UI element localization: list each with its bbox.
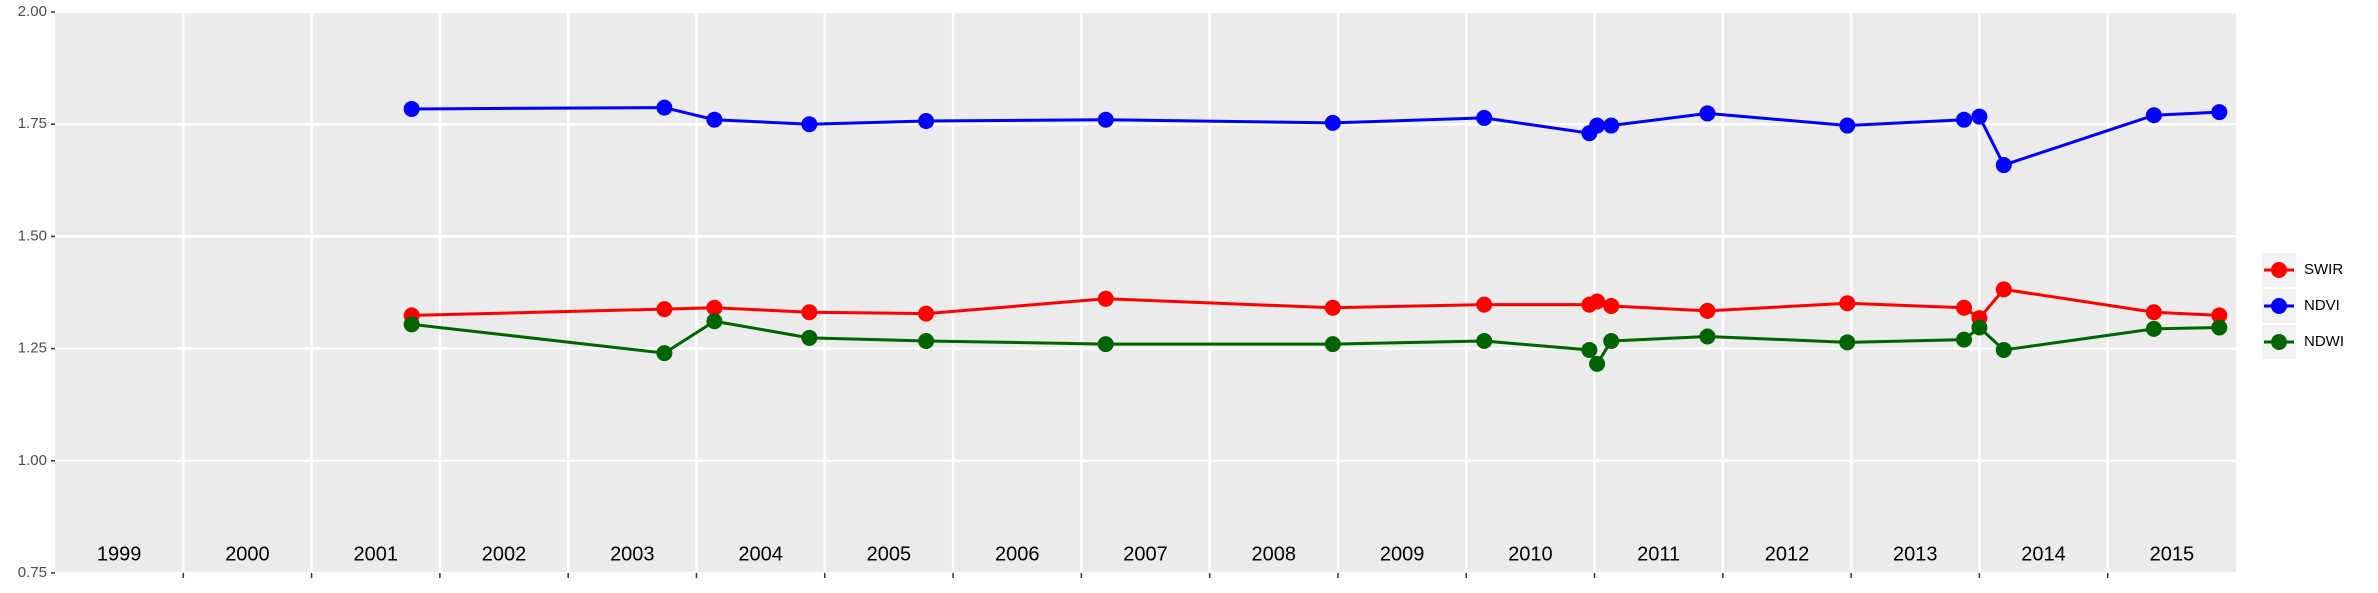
series-point bbox=[1097, 290, 1114, 307]
year-label: 2004 bbox=[738, 543, 783, 565]
series-point bbox=[1956, 331, 1973, 348]
series-point bbox=[1589, 117, 1606, 134]
series-point bbox=[1324, 336, 1341, 353]
series-point bbox=[1581, 341, 1598, 358]
series-point bbox=[706, 111, 723, 128]
series-point bbox=[1956, 299, 1973, 316]
series-point bbox=[1476, 332, 1493, 349]
series-point bbox=[918, 113, 935, 130]
series-point bbox=[1839, 295, 1856, 312]
series-point bbox=[2145, 320, 2162, 337]
year-label: 1999 bbox=[97, 543, 142, 565]
year-label: 2007 bbox=[1123, 543, 1168, 565]
series-point bbox=[656, 99, 673, 116]
series-point bbox=[2211, 307, 2228, 324]
year-label: 2014 bbox=[2021, 543, 2066, 565]
series-point bbox=[1324, 299, 1341, 316]
series-point bbox=[918, 305, 935, 322]
series-point bbox=[706, 299, 723, 316]
series-point bbox=[2211, 319, 2228, 336]
series-point bbox=[1097, 111, 1114, 128]
series-point bbox=[706, 313, 723, 330]
year-label: 2009 bbox=[1380, 543, 1425, 565]
legend-key-point bbox=[2271, 334, 2287, 350]
year-label: 2015 bbox=[2150, 543, 2195, 565]
y-tick-label: 2.00 bbox=[18, 3, 47, 20]
series-point bbox=[801, 329, 818, 346]
series-point bbox=[1699, 328, 1716, 345]
series-point bbox=[1956, 111, 1973, 128]
year-label: 2006 bbox=[995, 543, 1040, 565]
series-point bbox=[1699, 302, 1716, 319]
series-point bbox=[1097, 336, 1114, 353]
y-tick-label: 1.25 bbox=[18, 340, 47, 357]
series-point bbox=[1971, 319, 1988, 336]
year-label: 2010 bbox=[1508, 543, 1553, 565]
legend-label: NDVI bbox=[2304, 297, 2340, 314]
series-point bbox=[1839, 334, 1856, 351]
series-point bbox=[918, 332, 935, 349]
series-point bbox=[1476, 109, 1493, 126]
year-label: 2000 bbox=[225, 543, 270, 565]
y-tick-label: 0.75 bbox=[18, 564, 47, 581]
series-point bbox=[1603, 117, 1620, 134]
series-point bbox=[403, 100, 420, 117]
legend-label: NDWI bbox=[2304, 333, 2344, 350]
y-tick-label: 1.75 bbox=[18, 115, 47, 132]
year-label: 2008 bbox=[1252, 543, 1297, 565]
series-point bbox=[403, 316, 420, 333]
series-point bbox=[1476, 296, 1493, 313]
plot-panel bbox=[55, 12, 2236, 573]
year-label: 2001 bbox=[353, 543, 398, 565]
series-point bbox=[1839, 117, 1856, 134]
legend-label: SWIR bbox=[2304, 261, 2343, 278]
series-point bbox=[2211, 104, 2228, 121]
y-tick-label: 1.50 bbox=[18, 227, 47, 244]
series-point bbox=[1995, 281, 2012, 298]
series-point bbox=[1603, 332, 1620, 349]
series-point bbox=[801, 116, 818, 133]
year-label: 2003 bbox=[610, 543, 655, 565]
series-point bbox=[656, 301, 673, 318]
year-label: 2002 bbox=[482, 543, 527, 565]
series-point bbox=[1603, 297, 1620, 314]
legend-key-point bbox=[2271, 298, 2287, 314]
series-point bbox=[1995, 341, 2012, 358]
series-point bbox=[1324, 114, 1341, 131]
series-point bbox=[2145, 304, 2162, 321]
year-label: 2005 bbox=[867, 543, 912, 565]
year-label: 2013 bbox=[1893, 543, 1938, 565]
series-point bbox=[1699, 105, 1716, 122]
series-point bbox=[1589, 355, 1606, 372]
y-tick-label: 1.00 bbox=[18, 452, 47, 469]
year-label: 2011 bbox=[1637, 543, 1680, 565]
series-point bbox=[1995, 157, 2012, 174]
year-label: 2012 bbox=[1765, 543, 1810, 565]
series-point bbox=[1589, 293, 1606, 310]
series-point bbox=[2145, 107, 2162, 124]
legend-key-point bbox=[2271, 262, 2287, 278]
series-point bbox=[801, 304, 818, 321]
series-point bbox=[1971, 108, 1988, 125]
series-point bbox=[656, 345, 673, 362]
